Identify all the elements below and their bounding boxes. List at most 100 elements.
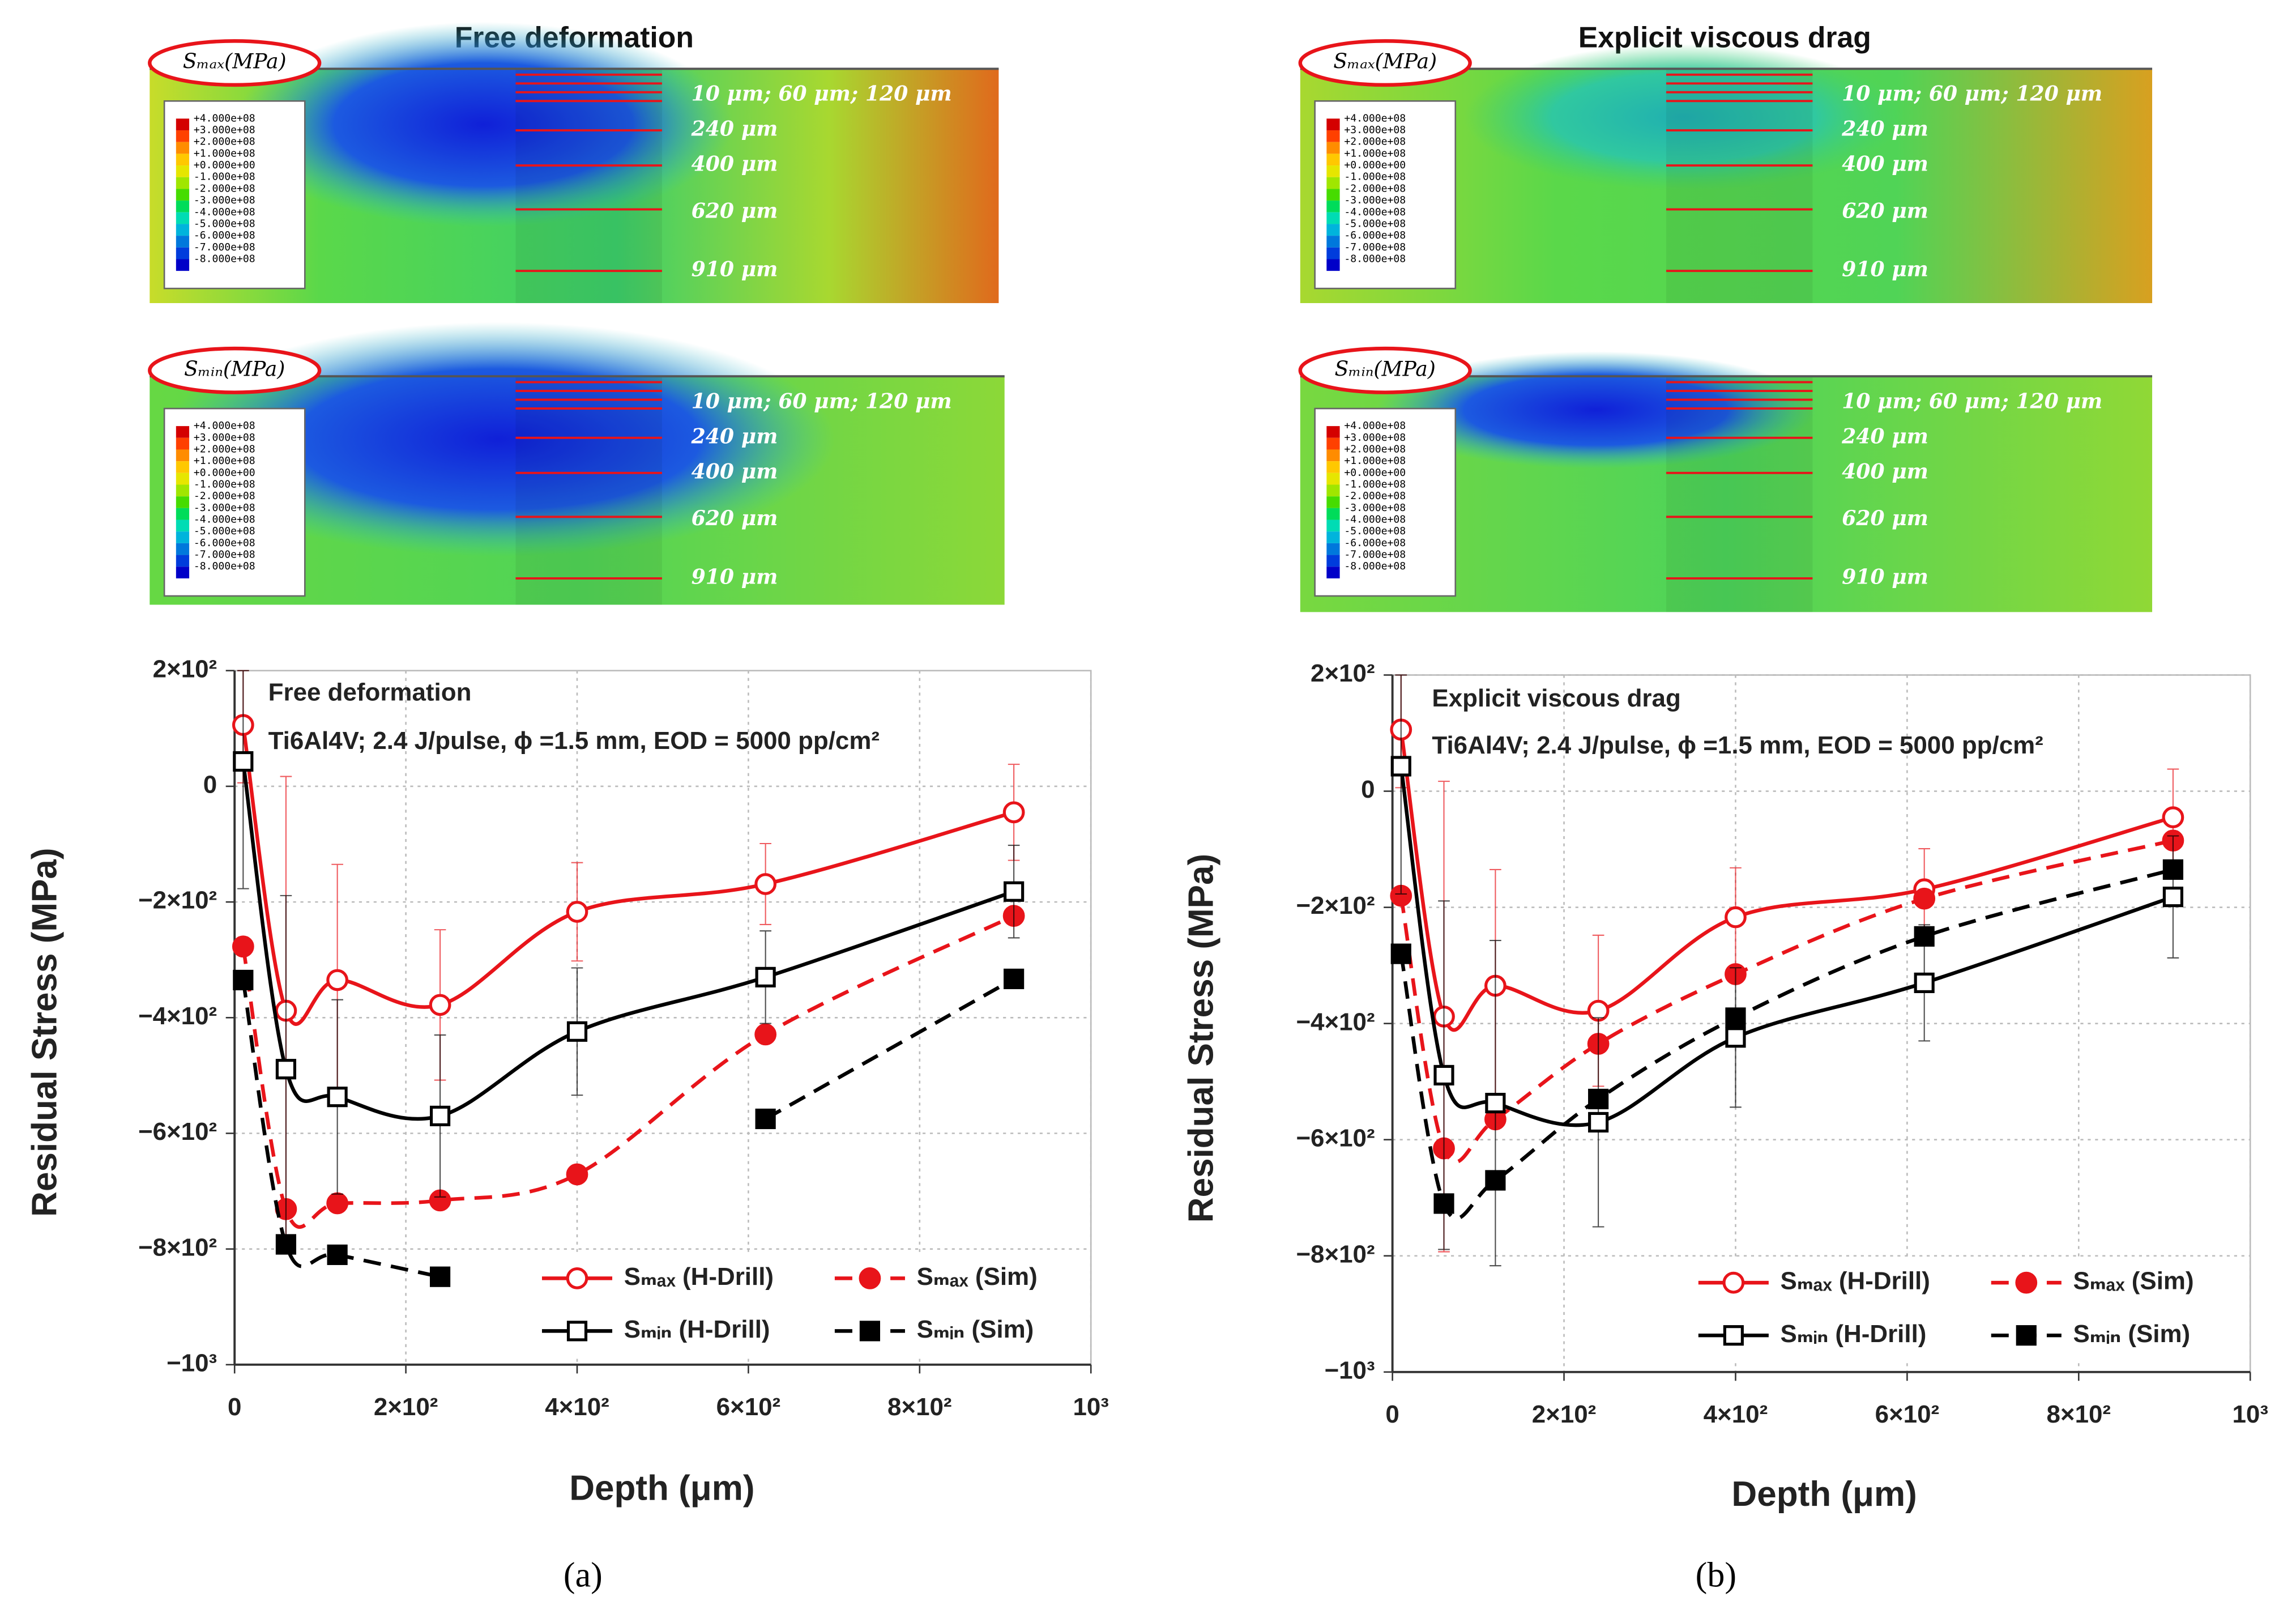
- colorbar-label: -3.000e+08: [194, 502, 255, 514]
- colorbar-label: -7.000e+08: [194, 241, 255, 253]
- colorbar-swatch: [176, 154, 190, 166]
- marker: [233, 969, 254, 991]
- colorbar-swatch: [1326, 189, 1340, 201]
- colorbar-swatch: [176, 259, 190, 271]
- marker: [859, 1267, 881, 1289]
- colorbar-swatch: [176, 520, 190, 532]
- colorbar-swatch: [1326, 236, 1340, 248]
- series-line: [1399, 838, 2174, 1164]
- colorbar-label: -4.000e+08: [194, 206, 255, 218]
- colorbar-swatch: [1326, 543, 1340, 555]
- colorbar-label: -2.000e+08: [1344, 182, 1406, 194]
- label-oval: [148, 346, 322, 394]
- colorbar-label: +0.000e+00: [194, 159, 255, 171]
- y-tick-label: −10³: [167, 1349, 217, 1377]
- contour-map: Sₘᵢₙ(MPa)+4.000e+08+3.000e+08+2.000e+08+…: [148, 322, 1005, 605]
- marker: [233, 751, 254, 772]
- y-tick-label: −8×10²: [138, 1233, 217, 1261]
- colorbar-label: -4.000e+08: [194, 514, 255, 526]
- marker: [859, 1321, 881, 1342]
- y-tick-label: −2×10²: [138, 887, 217, 914]
- depth-label: 620 μm: [692, 198, 778, 223]
- y-tick-label: 2×10²: [153, 655, 217, 683]
- colorbar-label: -7.000e+08: [1344, 549, 1406, 561]
- colorbar-swatch: [176, 449, 190, 462]
- depth-label: 240 μm: [1841, 117, 1928, 141]
- annotation: Explicit viscous drag: [1432, 684, 1680, 712]
- colorbar-swatch: [176, 118, 190, 131]
- colorbar-label: -3.000e+08: [1344, 194, 1406, 206]
- colorbar-swatch: [176, 543, 190, 555]
- colorbar-label: +0.000e+00: [1344, 467, 1406, 479]
- colorbar-swatch: [176, 165, 190, 177]
- colorbar-label: +1.000e+08: [194, 455, 255, 467]
- marker: [1723, 1325, 1744, 1346]
- colorbar-label: +4.000e+08: [194, 112, 255, 124]
- marker: [232, 935, 254, 958]
- colorbar-label: -2.000e+08: [1344, 490, 1406, 502]
- colorbar-label: +3.000e+08: [194, 432, 255, 444]
- colorbar-label: +2.000e+08: [1344, 443, 1406, 455]
- colorbar-swatch: [176, 201, 190, 212]
- colorbar-label: -7.000e+08: [1344, 241, 1406, 253]
- depth-strip: [515, 376, 662, 605]
- colorbar-swatch: [1326, 567, 1340, 578]
- colorbar-label: +0.000e+00: [1344, 159, 1406, 171]
- marker: [275, 1234, 297, 1255]
- marker: [1914, 926, 1935, 947]
- colorbar-label: -6.000e+08: [1344, 537, 1406, 549]
- legend-box: [1687, 1259, 2233, 1362]
- depth-strip: [515, 69, 662, 304]
- colorbar-swatch: [1326, 259, 1340, 271]
- marker: [275, 1059, 297, 1080]
- colorbar-label: -7.000e+08: [194, 549, 255, 561]
- y-tick-label: −6×10²: [1296, 1124, 1375, 1152]
- marker: [327, 1244, 348, 1265]
- marker: [429, 1105, 451, 1126]
- y-tick-label: −4×10²: [1296, 1008, 1375, 1036]
- series-line: [765, 977, 1015, 1121]
- marker: [1433, 1065, 1454, 1085]
- marker: [1588, 1088, 1609, 1110]
- colorbar-label: +1.000e+08: [1344, 455, 1406, 467]
- marker: [755, 966, 776, 987]
- x-tick-label: 0: [1385, 1400, 1399, 1428]
- marker: [1390, 943, 1411, 964]
- error-bar: [1395, 674, 1407, 895]
- colorbar-label: -3.000e+08: [194, 194, 255, 206]
- colorbar-swatch: [1326, 224, 1340, 236]
- map-label: Sₘᵢₙ(MPa): [184, 356, 285, 381]
- marker: [1913, 887, 1936, 910]
- contour-map: Sₘᵢₙ(MPa)+4.000e+08+3.000e+08+2.000e+08+…: [1298, 346, 2153, 612]
- x-tick-label: 0: [228, 1393, 241, 1421]
- y-tick-label: −4×10²: [138, 1002, 217, 1030]
- depth-label: 10 μm; 60 μm; 120 μm: [692, 82, 952, 106]
- marker: [1002, 801, 1025, 824]
- colorbar-label: -1.000e+08: [194, 479, 255, 491]
- marker: [327, 1087, 348, 1108]
- depth-label: 910 μm: [692, 257, 778, 282]
- legend-label: Sₘₐₓ (H-Drill): [624, 1263, 774, 1291]
- legend-label: Sₘᵢₙ (H-Drill): [624, 1315, 770, 1343]
- colorbar-swatch: [176, 247, 190, 259]
- caption: (b): [1696, 1556, 1736, 1594]
- colorbar-label: -6.000e+08: [1344, 229, 1406, 241]
- chart: 2×10² 0 −2×10² −4×10² −6×10² −8×10² −10³ 0 2×10²…: [25, 655, 1109, 1594]
- plot-area: [1392, 674, 2251, 1373]
- colorbar-swatch: [1326, 212, 1340, 224]
- colorbar-label: -8.000e+08: [194, 253, 255, 265]
- colorbar-label: +4.000e+08: [194, 420, 255, 432]
- colorbar-swatch: [176, 130, 190, 142]
- colorbar-label: -2.000e+08: [194, 490, 255, 502]
- colorbar-swatch: [1326, 426, 1340, 438]
- y-tick-label: 2×10²: [1311, 659, 1375, 687]
- x-tick-label: 8×10²: [2047, 1400, 2111, 1428]
- depth-label: 910 μm: [692, 564, 778, 589]
- chart: 2×10² 0 −2×10² −4×10² −6×10² −8×10² −10³ 0 2×10²…: [1182, 659, 2268, 1594]
- colorbar-label: -5.000e+08: [194, 218, 255, 229]
- marker: [1725, 1007, 1746, 1028]
- depth-label: 10 μm; 60 μm; 120 μm: [692, 389, 952, 413]
- colorbar-swatch: [1326, 177, 1340, 189]
- x-tick-label: 6×10²: [1875, 1400, 1940, 1428]
- map-basin: [1464, 44, 1904, 191]
